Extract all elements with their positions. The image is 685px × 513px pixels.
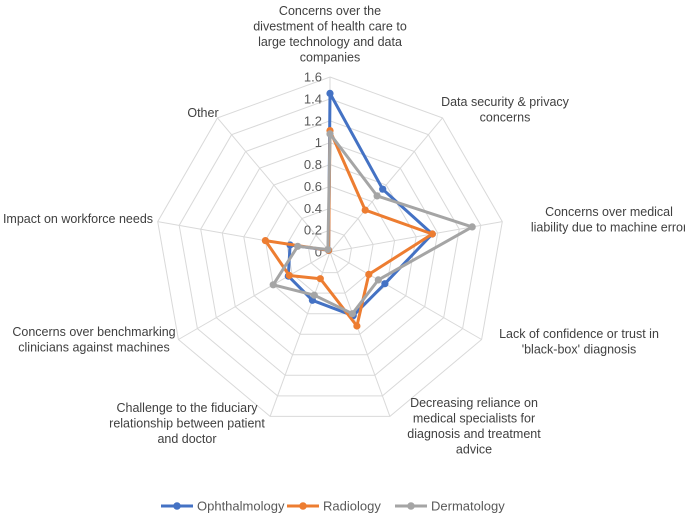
data-point <box>374 276 382 284</box>
category-label-6: Concerns over benchmarking clinicians aga… <box>12 325 175 355</box>
tick-label: 0.2 <box>304 223 322 238</box>
category-label-line: clinicians against machines <box>18 341 169 355</box>
grid-ring-5 <box>221 142 439 356</box>
data-point <box>326 130 334 138</box>
tick-label: 1.2 <box>304 113 322 128</box>
category-label-0: Concerns over the divestment of health ca… <box>253 4 407 65</box>
tick-label: 0.4 <box>304 201 322 216</box>
category-label-line: diagnosis and treatment <box>407 427 541 441</box>
data-point <box>353 322 361 330</box>
data-point <box>373 192 381 200</box>
grid-ring-3 <box>264 185 396 315</box>
data-point <box>310 291 318 299</box>
grid-ring-6 <box>200 120 460 376</box>
category-label-line: divestment of health care to <box>253 20 407 34</box>
category-label-2: Concerns over medical liability due to ma… <box>531 205 685 235</box>
category-label-line: liability due to machine error <box>531 221 685 235</box>
category-label-8: Other <box>187 106 218 120</box>
category-labels: Concerns over the divestment of health ca… <box>3 4 685 457</box>
category-label-4: Decreasing reliance on medical specialist… <box>407 396 541 457</box>
category-label-line: companies <box>300 51 360 65</box>
radial-tick-labels: 0 0.2 0.4 0.6 0.8 1 1.2 1.4 1.6 <box>304 70 322 260</box>
legend-label: Radiology <box>323 499 381 513</box>
tick-label: 0.8 <box>304 157 322 172</box>
tick-label: 1.6 <box>304 70 322 85</box>
data-point <box>326 89 334 97</box>
legend-swatch-marker <box>299 502 307 510</box>
category-label-line: relationship between patient <box>109 417 265 431</box>
data-point <box>361 206 369 214</box>
category-label-line: Concerns over the <box>279 4 381 18</box>
legend-label: Dermatology <box>431 499 505 513</box>
category-label-line: Challenge to the fiduciary <box>116 401 258 415</box>
category-label-line: Concerns over benchmarking <box>12 325 175 339</box>
category-label-7: Impact on workforce needs <box>3 212 153 226</box>
grid-ring-4 <box>243 163 417 335</box>
series-dermatology <box>269 130 476 318</box>
axis-spoke-4 <box>329 251 391 417</box>
legend-item: Radiology <box>287 499 381 513</box>
grid-ring-1 <box>307 229 353 274</box>
axis-spoke-1 <box>329 117 443 253</box>
category-label-line: Other <box>187 106 218 120</box>
data-series <box>261 89 476 330</box>
category-label-line: Impact on workforce needs <box>3 212 153 226</box>
category-label-line: large technology and data <box>258 35 402 49</box>
legend-swatch-marker <box>173 502 181 510</box>
axis-spoke-3 <box>329 251 482 340</box>
data-point <box>324 245 332 254</box>
data-point <box>294 242 302 250</box>
data-point <box>269 281 277 289</box>
data-point <box>285 271 293 280</box>
category-label-line: advice <box>456 443 492 457</box>
category-label-line: medical specialists for <box>413 412 535 426</box>
category-label-line: Concerns over medical <box>545 205 673 219</box>
tick-label: 1.4 <box>304 91 322 106</box>
axis-spoke-6 <box>178 251 331 340</box>
data-point <box>468 223 476 231</box>
category-label-line: and doctor <box>157 432 216 446</box>
category-label-line: Lack of confidence or trust in <box>499 327 659 341</box>
grid-ring-7 <box>178 98 482 397</box>
legend-item: Ophthalmology <box>161 499 285 513</box>
data-point <box>261 237 269 245</box>
legend-label: Ophthalmology <box>197 499 285 513</box>
legend: Ophthalmology Radiology Dermatology <box>161 499 505 513</box>
category-label-5: Challenge to the fiduciary relationship b… <box>109 401 265 446</box>
category-label-line: concerns <box>480 111 531 125</box>
data-point <box>428 230 436 238</box>
data-point <box>379 185 387 193</box>
data-point <box>348 310 356 318</box>
tick-label: 0.6 <box>304 179 322 194</box>
axis-spoke-8 <box>217 117 331 253</box>
category-label-3: Lack of confidence or trust in 'black-box… <box>499 327 659 357</box>
series-line <box>271 132 474 316</box>
category-label-line: Decreasing reliance on <box>410 396 538 410</box>
data-point <box>365 270 373 278</box>
category-label-line: Data security & privacy <box>441 95 570 109</box>
tick-label: 1 <box>315 135 322 150</box>
tick-label: 0 <box>315 245 322 260</box>
grid-ring-8 <box>157 76 503 417</box>
legend-swatch-marker <box>407 502 415 510</box>
category-label-line: 'black-box' diagnosis <box>522 343 637 357</box>
data-point <box>381 280 389 288</box>
legend-item: Dermatology <box>395 499 505 513</box>
category-label-1: Data security & privacy concerns <box>441 95 570 125</box>
data-point <box>316 275 324 283</box>
radar-grid <box>157 76 503 417</box>
